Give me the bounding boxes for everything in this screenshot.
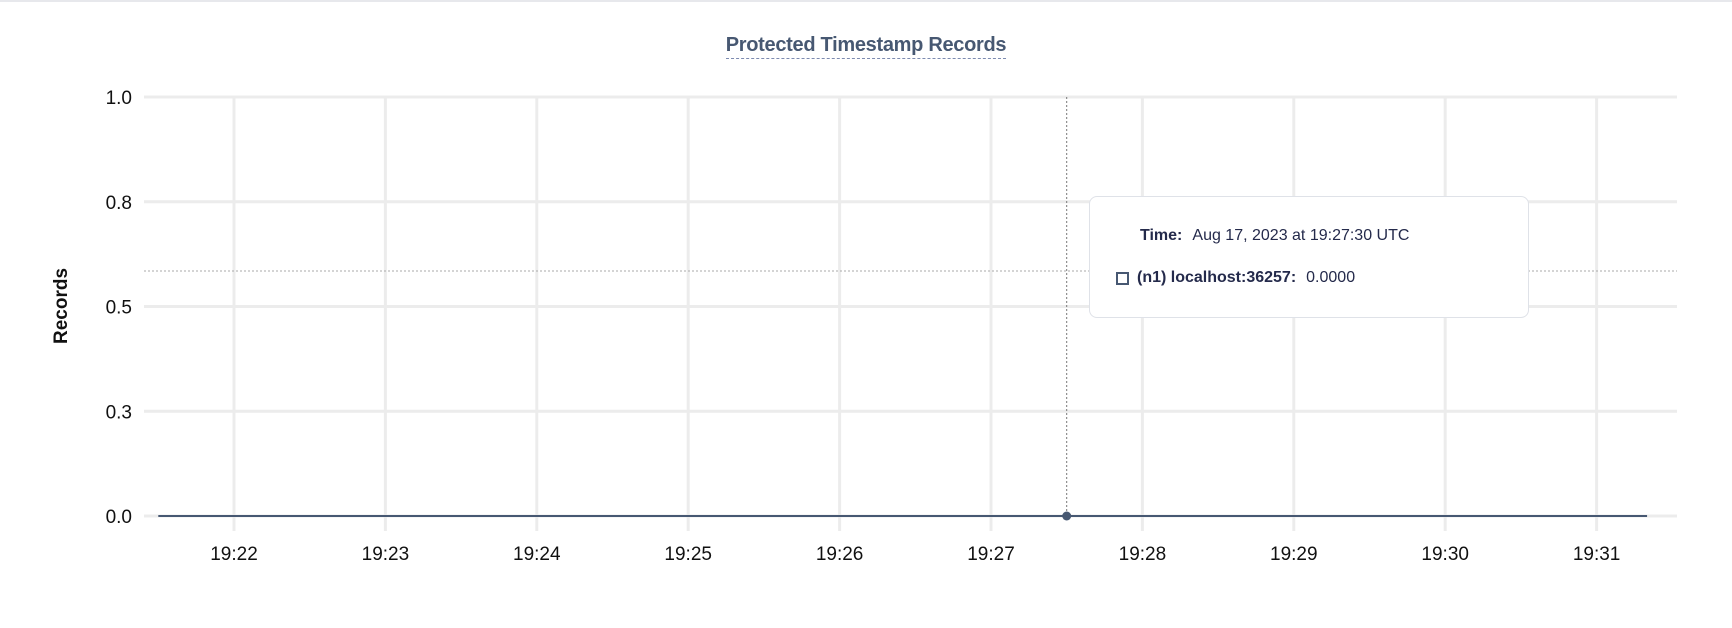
y-tick-label: 0.8 (106, 193, 132, 214)
x-tick-label: 19:30 (1421, 544, 1469, 565)
y-tick-label: 0.0 (106, 507, 132, 528)
y-axis-label: Records (51, 268, 72, 344)
chart-title-wrap: Protected Timestamp Records (0, 34, 1732, 59)
tooltip-time-label: Time: (1140, 227, 1183, 244)
top-border (0, 0, 1732, 2)
x-tick-label: 19:25 (664, 544, 712, 565)
y-tick-label: 0.5 (106, 298, 132, 319)
x-tick-label: 19:27 (967, 544, 1015, 565)
x-tick-label: 19:22 (210, 544, 258, 565)
hover-point (1062, 511, 1072, 521)
x-tick-label: 19:28 (1119, 544, 1167, 565)
tooltip-series-row: (n1) localhost:36257: 0.0000 (1116, 269, 1355, 287)
series-swatch-icon (1116, 271, 1129, 285)
chart-tooltip: Time: Aug 17, 2023 at 19:27:30 UTC (n1) l… (1089, 196, 1529, 318)
tooltip-series-label: (n1) localhost:36257: (1137, 269, 1297, 286)
x-tick-label: 19:23 (362, 544, 410, 565)
tooltip-time-row: Time: Aug 17, 2023 at 19:27:30 UTC (1140, 227, 1409, 245)
y-tick-label: 0.3 (106, 402, 132, 423)
x-tick-label: 19:24 (513, 544, 561, 565)
tooltip-time-value: Aug 17, 2023 at 19:27:30 UTC (1192, 227, 1410, 244)
tooltip-series-value: 0.0000 (1306, 269, 1356, 286)
y-tick-label: 1.0 (106, 88, 132, 109)
x-tick-label: 19:31 (1573, 544, 1621, 565)
x-tick-label: 19:29 (1270, 544, 1318, 565)
x-tick-label: 19:26 (816, 544, 864, 565)
chart-title[interactable]: Protected Timestamp Records (725, 34, 1007, 59)
